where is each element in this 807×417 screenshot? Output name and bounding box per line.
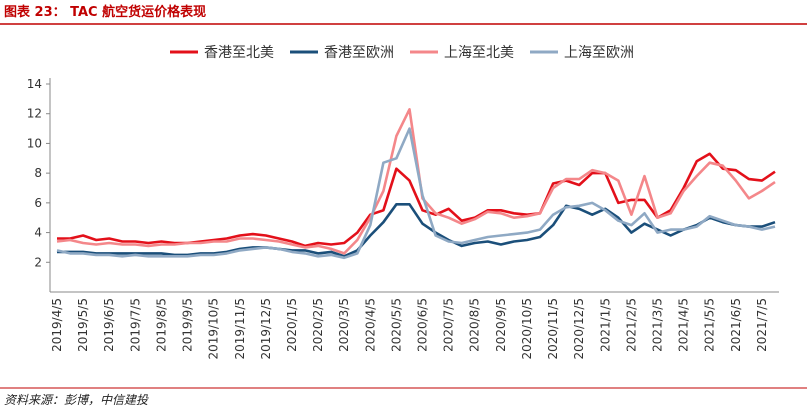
x-tick-label: 2020/5/5 bbox=[389, 298, 403, 352]
x-tick-label: 2021/1/5 bbox=[598, 298, 612, 352]
x-tick-label: 2019/10/5 bbox=[207, 298, 221, 360]
chart-title: 图表 23： TAC 航空货运价格表现 bbox=[4, 4, 206, 20]
x-tick-label: 2020/7/5 bbox=[442, 298, 456, 352]
x-tick-label: 2020/8/5 bbox=[468, 298, 482, 352]
x-tick-label: 2020/11/5 bbox=[546, 298, 560, 360]
x-tick-label: 2019/12/5 bbox=[259, 298, 273, 360]
y-tick-label: 6 bbox=[34, 196, 42, 210]
x-tick-label: 2020/1/5 bbox=[285, 298, 299, 352]
x-tick-label: 2021/4/5 bbox=[677, 298, 691, 352]
x-tick-label: 2020/4/5 bbox=[363, 298, 377, 352]
y-tick-label: 4 bbox=[34, 226, 42, 240]
x-tick-label: 2020/9/5 bbox=[494, 298, 508, 352]
y-tick-label: 10 bbox=[27, 136, 42, 150]
y-tick-label: 8 bbox=[34, 166, 42, 180]
legend-label: 香港至北美 bbox=[204, 45, 274, 61]
x-tick-label: 2020/3/5 bbox=[337, 298, 351, 352]
y-tick-label: 14 bbox=[27, 77, 42, 91]
x-tick-label: 2019/4/5 bbox=[50, 298, 64, 352]
legend-label: 上海至欧洲 bbox=[564, 45, 634, 61]
x-tick-label: 2021/3/5 bbox=[651, 298, 665, 352]
x-tick-label: 2020/12/5 bbox=[572, 298, 586, 360]
series-line bbox=[56, 108, 776, 255]
y-tick-label: 2 bbox=[34, 255, 42, 269]
x-tick-label: 2021/7/5 bbox=[755, 298, 769, 352]
y-tick-label: 12 bbox=[27, 107, 42, 121]
series-line bbox=[56, 127, 776, 260]
x-tick-label: 2020/10/5 bbox=[520, 298, 534, 360]
x-tick-label: 2019/8/5 bbox=[154, 298, 168, 352]
x-tick-label: 2020/6/5 bbox=[416, 298, 430, 352]
x-tick-label: 2019/6/5 bbox=[102, 298, 116, 352]
x-tick-label: 2021/2/5 bbox=[624, 298, 638, 352]
legend-label: 上海至北美 bbox=[444, 45, 514, 61]
source: 资料来源：彭博，中信建投 bbox=[4, 393, 149, 407]
x-tick-label: 2021/6/5 bbox=[729, 298, 743, 352]
x-tick-label: 2019/9/5 bbox=[181, 298, 195, 352]
x-tick-label: 2019/7/5 bbox=[128, 298, 142, 352]
x-tick-label: 2019/11/5 bbox=[233, 298, 247, 360]
x-tick-label: 2021/5/5 bbox=[703, 298, 717, 352]
x-tick-label: 2019/5/5 bbox=[76, 298, 90, 352]
x-tick-label: 2020/2/5 bbox=[311, 298, 325, 352]
legend-label: 香港至欧洲 bbox=[324, 45, 394, 61]
